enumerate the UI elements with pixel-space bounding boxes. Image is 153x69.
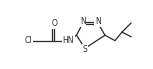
Text: HN: HN (62, 36, 74, 45)
Text: N: N (80, 17, 86, 26)
Text: O: O (52, 19, 58, 28)
Text: S: S (83, 45, 87, 54)
Text: Cl: Cl (25, 36, 32, 45)
Text: N: N (95, 17, 101, 26)
